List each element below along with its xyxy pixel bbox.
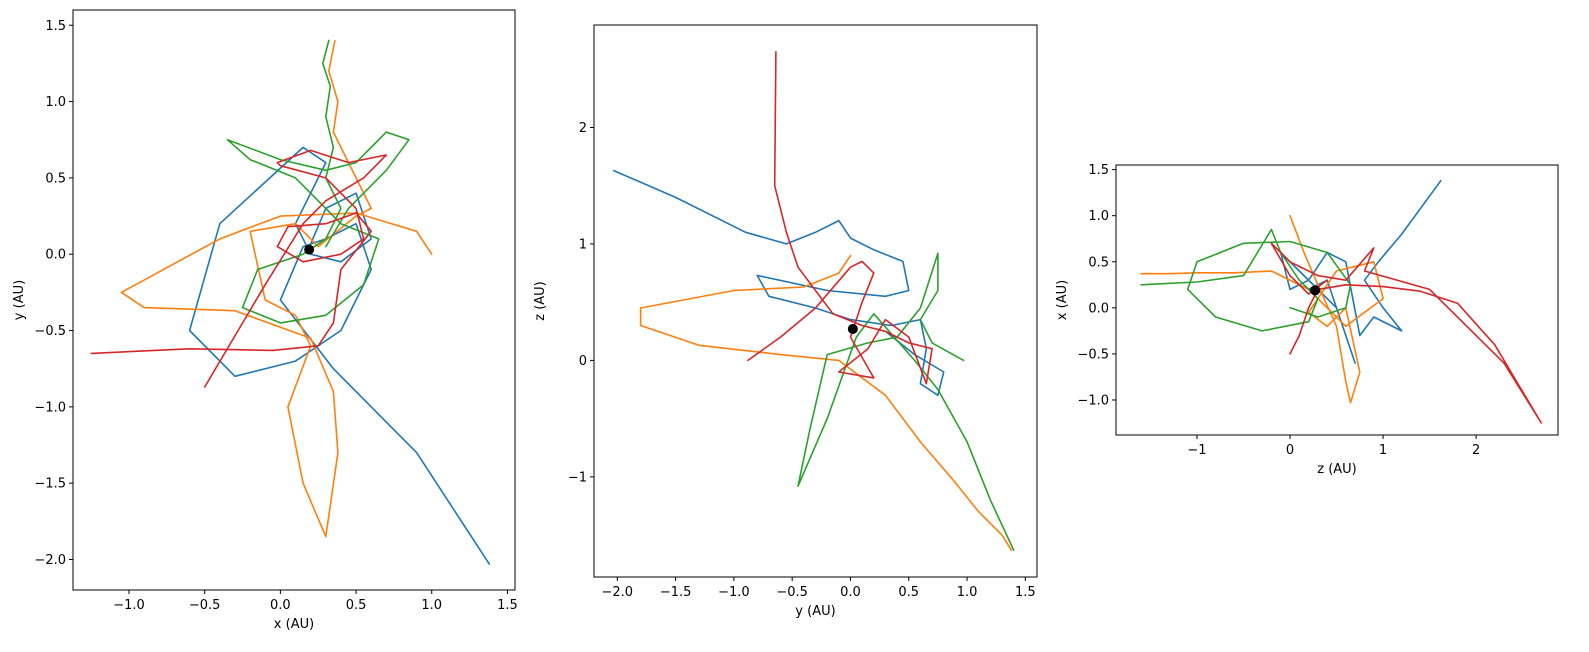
axes-frame: [1115, 164, 1559, 436]
x-tick-label: −0.5: [189, 598, 221, 613]
subplot-2: −2.0 −1.5 −1.0 −0.5 0.0 0.5 1.0 1.5 −1 0 1 2 y (AU) z…: [533, 24, 1038, 619]
y-tick-label: 0.0: [45, 248, 66, 263]
x-tick-label: −2.0: [602, 585, 634, 600]
subplot-1: −1.0 −0.5 0.0 0.5 1.0 1.5 −2.0 −1.5 −1.0 −0.5 0.0 0…: [12, 9, 518, 632]
x-axis-label: y (AU): [795, 604, 835, 619]
y-axis-label: y (AU): [12, 280, 27, 320]
x-tick-label: −1.5: [660, 585, 692, 600]
x-tick-label: 1.0: [421, 598, 442, 613]
x-tick-label: 2: [1472, 443, 1480, 458]
y-tick-label: −1.0: [34, 400, 66, 415]
series-line-4: [1270, 242, 1543, 424]
y-tick-label: 1.0: [45, 95, 66, 110]
series-line-3: [226, 39, 410, 324]
x-tick-label: 0.0: [270, 598, 291, 613]
y-tick-label: 0.5: [45, 171, 66, 186]
central-body-marker: [304, 244, 315, 255]
x-tick-label: 0.5: [898, 585, 919, 600]
y-tick-label: −1.5: [34, 477, 66, 492]
series-line-3: [1140, 228, 1352, 332]
y-tick-label: −0.5: [34, 324, 66, 339]
x-tick-label: −1: [1187, 443, 1206, 458]
series-line-2: [639, 254, 1013, 551]
central-body-marker: [847, 323, 858, 334]
x-tick-label: 1.5: [497, 598, 518, 613]
x-tick-label: 1: [1379, 443, 1387, 458]
y-tick-label: 2: [579, 121, 587, 136]
x-tick-label: 0.5: [346, 598, 367, 613]
x-tick-label: −1.0: [113, 598, 145, 613]
series-line-1: [1279, 179, 1442, 364]
y-tick-label: −1: [568, 470, 587, 485]
axes-frame: [593, 24, 1038, 578]
x-tick-label: −1.0: [718, 585, 750, 600]
y-tick-label: 1: [579, 237, 587, 252]
x-tick-label: 1.0: [957, 585, 978, 600]
series-line-4: [90, 149, 388, 388]
series-line-4: [747, 51, 933, 385]
central-body-marker: [1310, 285, 1321, 296]
y-tick-label: 1.0: [1088, 209, 1109, 224]
x-tick-label: −0.5: [776, 585, 808, 600]
x-axis-label: z (AU): [1317, 462, 1357, 477]
series-line-2: [120, 39, 433, 538]
y-tick-label: −2.0: [34, 553, 66, 568]
subplot-3: −1 0 1 2 −1.0 −0.5 0.0 0.5 1.0 1.5 z (AU) x (AU): [1055, 163, 1559, 477]
x-tick-label: 0: [1286, 443, 1294, 458]
x-tick-label: 0.0: [840, 585, 861, 600]
y-tick-label: 0: [579, 354, 587, 369]
y-tick-label: −1.0: [1077, 393, 1109, 408]
y-tick-label: 1.5: [1088, 163, 1109, 178]
y-tick-label: 0.5: [1088, 255, 1109, 270]
x-axis-label: x (AU): [274, 617, 314, 632]
y-axis-label: z (AU): [533, 281, 548, 321]
axes-frame: [72, 9, 516, 591]
series-line-3: [797, 252, 1015, 551]
y-tick-label: 1.5: [45, 19, 66, 34]
y-tick-label: −0.5: [1077, 347, 1109, 362]
y-tick-label: 0.0: [1088, 301, 1109, 316]
y-axis-label: x (AU): [1055, 280, 1070, 320]
x-tick-label: 1.5: [1015, 585, 1036, 600]
series-line-1: [613, 169, 945, 397]
series-line-2: [1140, 214, 1384, 404]
